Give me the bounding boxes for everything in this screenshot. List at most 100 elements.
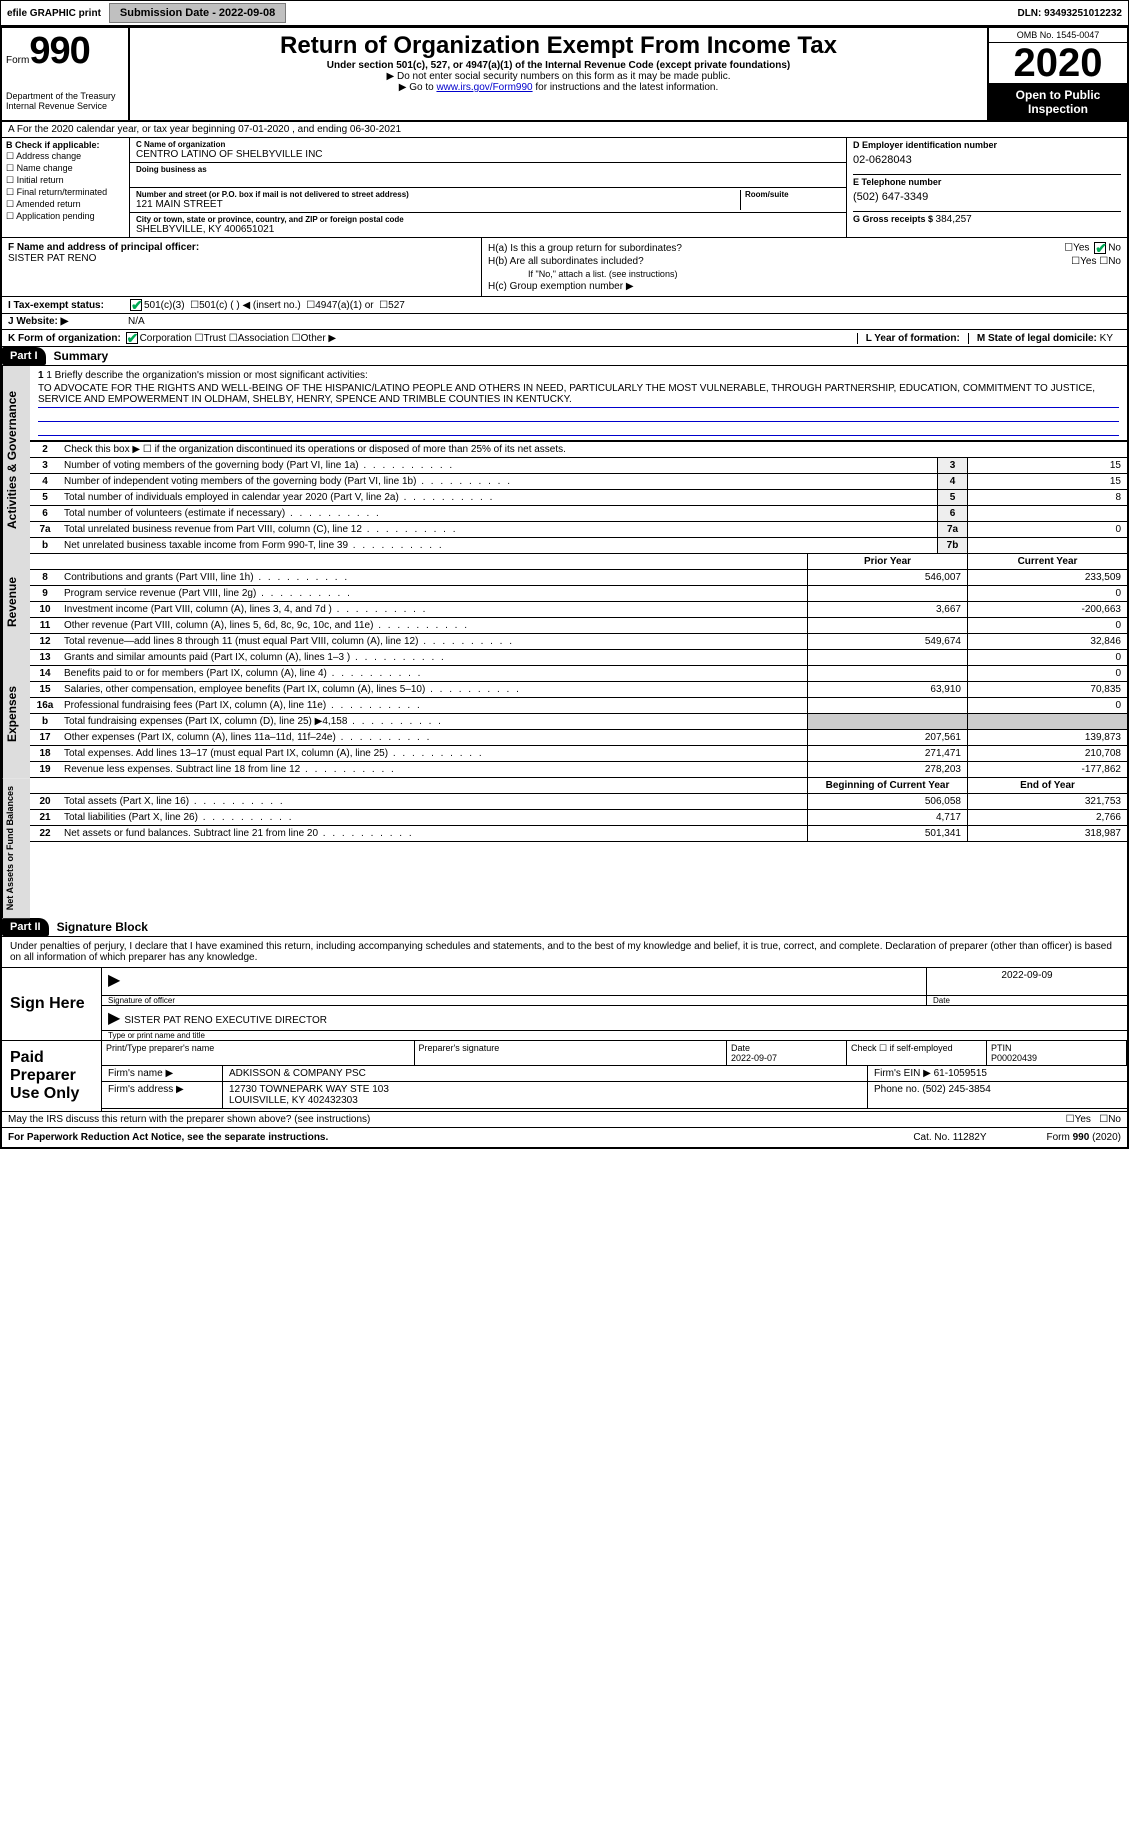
table-row: 16a Professional fundraising fees (Part … (30, 698, 1127, 714)
firm-name: ADKISSON & COMPANY PSC (222, 1066, 867, 1081)
declaration-text: Under penalties of perjury, I declare th… (2, 937, 1127, 968)
org-name: CENTRO LATINO OF SHELBYVILLE INC (136, 149, 840, 160)
arrow-icon: ▶ (108, 972, 120, 989)
table-row: 12 Total revenue—add lines 8 through 11 … (30, 634, 1127, 650)
chk-501c3[interactable] (130, 299, 142, 311)
ha-no-checkbox[interactable] (1094, 242, 1106, 254)
entity-row: B Check if applicable: ☐ Address change … (2, 138, 1127, 238)
side-net-assets: Net Assets or Fund Balances (2, 778, 30, 918)
addr-label: Number and street (or P.O. box if mail i… (136, 190, 740, 199)
chk-corporation[interactable] (126, 332, 138, 344)
chk-final-return[interactable]: ☐ Final return/terminated (6, 187, 125, 198)
form-page: Form990 Department of the Treasury Inter… (0, 26, 1129, 1149)
col-c: C Name of organization CENTRO LATINO OF … (130, 138, 847, 237)
chk-app-pending[interactable]: ☐ Application pending (6, 211, 125, 222)
city-state-zip: SHELBYVILLE, KY 400651021 (136, 224, 840, 235)
rev-section: Revenue Prior Year Current Year 8 Contri… (2, 554, 1127, 650)
phone-label: E Telephone number (853, 177, 1121, 187)
firm-addr2: LOUISVILLE, KY 402432303 (229, 1095, 358, 1106)
table-row: 4 Number of independent voting members o… (30, 474, 1127, 490)
form-prefix: Form (6, 55, 29, 66)
part2-header-row: Part II Signature Block (2, 918, 1127, 937)
chk-address-change[interactable]: ☐ Address change (6, 151, 125, 162)
website-label: J Website: ▶ (8, 316, 128, 327)
year-box: OMB No. 1545-0047 2020 Open to Public In… (987, 28, 1127, 120)
efile-label: efile GRAPHIC print (1, 6, 107, 21)
eoy-hdr: End of Year (967, 778, 1127, 793)
table-row: 18 Total expenses. Add lines 13–17 (must… (30, 746, 1127, 762)
table-row: 3 Number of voting members of the govern… (30, 458, 1127, 474)
cat-no: Cat. No. 11282Y (913, 1132, 986, 1143)
form-org-label: K Form of organization: (8, 333, 121, 344)
part2-badge: Part II (2, 918, 49, 936)
section-a: A For the 2020 calendar year, or tax yea… (2, 122, 1127, 138)
chk-initial-return[interactable]: ☐ Initial return (6, 175, 125, 186)
table-row: 7a Total unrelated business revenue from… (30, 522, 1127, 538)
website-value: N/A (128, 316, 145, 327)
table-row: 21 Total liabilities (Part X, line 26) 4… (30, 810, 1127, 826)
form990-link[interactable]: www.irs.gov/Form990 (436, 82, 532, 93)
part1-header-row: Part I Summary (2, 347, 1127, 366)
prior-year-hdr: Prior Year (807, 554, 967, 569)
col-f: F Name and address of principal officer:… (2, 238, 482, 296)
part1-badge: Part I (2, 347, 46, 365)
form-footer: Form 990 (2020) (1047, 1132, 1121, 1143)
table-row: 11 Other revenue (Part VIII, column (A),… (30, 618, 1127, 634)
mission-block: 1 1 Briefly describe the organization's … (30, 366, 1127, 441)
table-row: 8 Contributions and grants (Part VIII, l… (30, 570, 1127, 586)
ptin-value: P00020439 (991, 1053, 1037, 1063)
room-label: Room/suite (745, 190, 840, 199)
dept-treasury: Department of the Treasury (6, 91, 124, 101)
street-address: 121 MAIN STREET (136, 199, 740, 210)
city-label: City or town, state or province, country… (136, 215, 840, 224)
current-year-hdr: Current Year (967, 554, 1127, 569)
gov-section: Activities & Governance 1 1 Briefly desc… (2, 366, 1127, 554)
dln-label: DLN: 93493251012232 (1011, 6, 1128, 21)
chk-amended[interactable]: ☐ Amended return (6, 199, 125, 210)
tax-year: 2020 (989, 43, 1127, 84)
form-id-box: Form990 Department of the Treasury Inter… (2, 28, 130, 120)
sig-date: 2022-09-09 (927, 968, 1127, 996)
table-row: 13 Grants and similar amounts paid (Part… (30, 650, 1127, 666)
table-row: b Net unrelated business taxable income … (30, 538, 1127, 554)
table-row: 17 Other expenses (Part IX, column (A), … (30, 730, 1127, 746)
officer-typed-name: SISTER PAT RENO EXECUTIVE DIRECTOR (124, 1015, 327, 1026)
table-row: b Total fundraising expenses (Part IX, c… (30, 714, 1127, 730)
gross-receipts-value: 384,257 (936, 214, 972, 225)
table-row: 19 Revenue less expenses. Subtract line … (30, 762, 1127, 778)
part1-title: Summary (46, 349, 109, 363)
title-box: Return of Organization Exempt From Incom… (130, 28, 987, 120)
ein-value: 02-0628043 (853, 150, 1121, 170)
table-row: 9 Program service revenue (Part VIII, li… (30, 586, 1127, 602)
officer-name: SISTER PAT RENO (8, 253, 475, 264)
arrow-icon: ▶ (108, 1010, 120, 1027)
part2-title: Signature Block (49, 920, 148, 934)
hb-label: H(b) Are all subordinates included? (488, 256, 1001, 267)
signature-block: Under penalties of perjury, I declare th… (2, 937, 1127, 1128)
table-row: 5 Total number of individuals employed i… (30, 490, 1127, 506)
page-footer: For Paperwork Reduction Act Notice, see … (2, 1128, 1127, 1147)
gross-receipts-label: G Gross receipts $ (853, 214, 936, 224)
type-name-label: Type or print name and title (102, 1031, 1127, 1040)
tax-exempt-label: I Tax-exempt status: (8, 300, 128, 311)
boy-hdr: Beginning of Current Year (807, 778, 967, 793)
table-row: 6 Total number of volunteers (estimate i… (30, 506, 1127, 522)
form-number: 990 (29, 30, 89, 72)
chk-name-change[interactable]: ☐ Name change (6, 163, 125, 174)
mission-text: TO ADVOCATE FOR THE RIGHTS AND WELL-BEIN… (38, 381, 1119, 408)
top-bar: efile GRAPHIC print Submission Date - 20… (0, 0, 1129, 26)
col-h: H(a) Is this a group return for subordin… (482, 238, 1127, 296)
form-subtitle: Under section 501(c), 527, or 4947(a)(1)… (134, 60, 983, 71)
hb-note: If "No," attach a list. (see instruction… (488, 269, 1121, 279)
hc-label: H(c) Group exemption number ▶ (488, 281, 634, 292)
firm-addr1: 12730 TOWNEPARK WAY STE 103 (229, 1084, 389, 1095)
table-row: 10 Investment income (Part VIII, column … (30, 602, 1127, 618)
fgh-row: F Name and address of principal officer:… (2, 238, 1127, 297)
pra-notice: For Paperwork Reduction Act Notice, see … (8, 1132, 913, 1143)
table-row: 15 Salaries, other compensation, employe… (30, 682, 1127, 698)
phone-value: (502) 647-3349 (853, 187, 1121, 207)
submission-date-button[interactable]: Submission Date - 2022-09-08 (109, 3, 286, 23)
col-b-header: B Check if applicable: (6, 140, 125, 150)
officer-label: F Name and address of principal officer: (8, 242, 475, 253)
date-label: Date (927, 996, 1127, 1006)
